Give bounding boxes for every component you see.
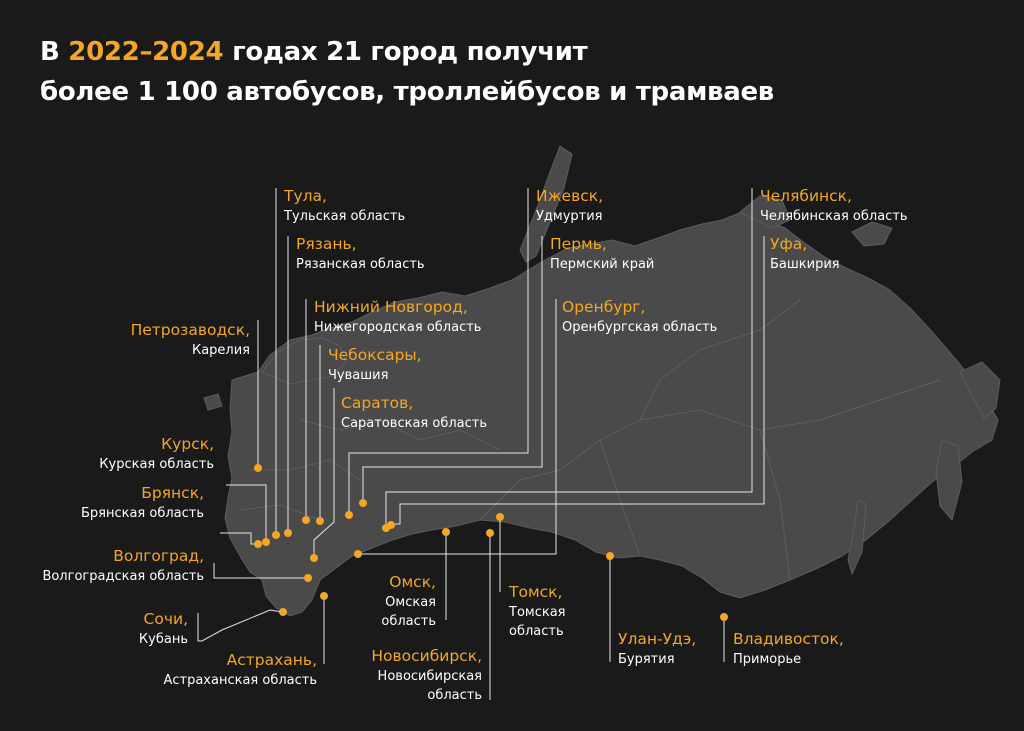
label-tomsk: Томск, Томская область <box>509 582 566 641</box>
region-name: Астраханская область <box>163 673 317 688</box>
region-name: Омская <box>385 595 436 610</box>
label-novosibirsk: Новосибирск, Новосибирская область <box>371 646 482 705</box>
region-name: Саратовская область <box>341 416 487 431</box>
region-name: Томская <box>509 605 566 620</box>
city-name: Томск, <box>509 583 563 601</box>
region-name-line-2: область <box>427 688 482 703</box>
city-name: Ижевск, <box>536 187 604 205</box>
region-name: Брянская область <box>80 506 204 521</box>
region-name: Удмуртия <box>536 209 603 224</box>
city-marker-perm <box>359 499 367 507</box>
city-marker-astrakhan <box>320 592 328 600</box>
connector-lines <box>197 188 765 700</box>
region-name: Карелия <box>191 343 250 358</box>
title-line-2: более 1 100 автобусов, троллейбусов и тр… <box>40 77 774 107</box>
region-name: Тульская область <box>284 209 406 224</box>
region-borders <box>239 299 941 581</box>
region-name-line-2: область <box>381 614 436 629</box>
city-marker-omsk <box>442 528 450 536</box>
region-name: Новосибирская <box>377 669 482 684</box>
city-name: Сочи, <box>143 610 188 628</box>
region-name: Бурятия <box>618 652 675 667</box>
label-perm: Пермь, Пермский край <box>550 234 654 274</box>
city-marker-ryazan <box>284 529 292 537</box>
city-name: Тула, <box>284 187 327 205</box>
label-astrakhan: Астрахань, Астраханская область <box>163 650 317 690</box>
city-name: Новосибирск, <box>371 647 482 665</box>
city-marker-tomsk <box>496 513 504 521</box>
label-sochi: Сочи, Кубань <box>139 609 188 649</box>
region-name: Оренбургская область <box>562 320 718 335</box>
label-nizhny-novgorod: Нижний Новгород, Нижегородская область <box>314 297 481 337</box>
city-marker-izhevsk <box>345 511 353 519</box>
city-marker-vladivostok <box>720 613 728 621</box>
city-markers <box>254 464 728 621</box>
label-tula: Тула, Тульская область <box>284 186 405 226</box>
city-name: Волгоград, <box>113 547 204 565</box>
label-orenburg: Оренбург, Оренбургская область <box>562 297 717 337</box>
label-bryansk: Брянск, Брянская область <box>81 483 204 523</box>
city-name: Астрахань, <box>226 651 317 669</box>
city-name: Петрозаводск, <box>130 321 250 339</box>
city-name: Пермь, <box>550 235 607 253</box>
city-marker-tula <box>272 531 280 539</box>
city-name: Чебоксары, <box>328 346 422 364</box>
city-marker-ufa <box>387 521 395 529</box>
region-name: Башкирия <box>770 257 840 272</box>
city-name: Рязань, <box>296 235 357 253</box>
label-ryazan: Рязань, Рязанская область <box>296 234 425 274</box>
label-chelyabinsk: Челябинск, Челябинская область <box>760 186 908 226</box>
city-marker-orenburg <box>354 550 362 558</box>
title-suffix: годах 21 город получит <box>223 37 588 67</box>
city-name: Оренбург, <box>562 298 646 316</box>
city-name: Курск, <box>161 435 214 453</box>
city-marker-sochi <box>279 608 287 616</box>
city-marker-cheboksary <box>316 517 324 525</box>
region-name: Нижегородская область <box>314 320 482 335</box>
title-prefix: В <box>40 37 69 67</box>
city-name: Нижний Новгород, <box>314 298 468 316</box>
city-marker-nizhny <box>302 516 310 524</box>
label-volgograd: Волгоград, Волгоградская область <box>42 546 204 586</box>
city-marker-saratov <box>310 554 318 562</box>
city-name: Улан-Удэ, <box>618 630 697 648</box>
region-name: Волгоградская область <box>42 569 204 584</box>
label-saratov: Саратов, Саратовская область <box>341 393 487 433</box>
city-name: Омск, <box>389 573 436 591</box>
city-name: Уфа, <box>770 235 808 253</box>
city-marker-kursk <box>262 538 270 546</box>
label-omsk: Омск, Омская область <box>381 572 436 631</box>
label-cheboksary: Чебоксары, Чувашия <box>328 345 422 385</box>
region-name: Чувашия <box>328 368 389 383</box>
city-name: Челябинск, <box>760 187 852 205</box>
city-name: Владивосток, <box>733 630 844 648</box>
region-name: Кубань <box>138 632 188 647</box>
city-name: Брянск, <box>141 484 204 502</box>
city-marker-petrozavodsk <box>254 464 262 472</box>
city-marker-novosibirsk <box>486 529 494 537</box>
label-kursk: Курск, Курская область <box>99 434 214 474</box>
label-ufa: Уфа, Башкирия <box>770 234 840 274</box>
city-name: Саратов, <box>341 394 414 412</box>
page-title: В 2022–2024 годах 21 город получит более… <box>40 32 774 112</box>
city-marker-bryansk <box>254 540 262 548</box>
region-name-line-2: область <box>509 624 564 639</box>
label-vladivostok: Владивосток, Приморье <box>733 629 844 669</box>
map-landmass <box>203 145 1001 617</box>
city-marker-volgograd <box>304 574 312 582</box>
region-name: Рязанская область <box>296 257 425 272</box>
title-years: 2022–2024 <box>68 37 224 67</box>
region-name: Пермский край <box>550 257 655 272</box>
city-marker-ulan-ude <box>606 552 614 560</box>
region-name: Челябинская область <box>760 209 908 224</box>
label-petrozavodsk: Петрозаводск, Карелия <box>131 320 250 360</box>
region-name: Приморье <box>733 652 802 667</box>
region-name: Курская область <box>99 457 214 472</box>
label-izhevsk: Ижевск, Удмуртия <box>536 186 603 226</box>
label-ulan-ude: Улан-Удэ, Бурятия <box>618 629 696 669</box>
